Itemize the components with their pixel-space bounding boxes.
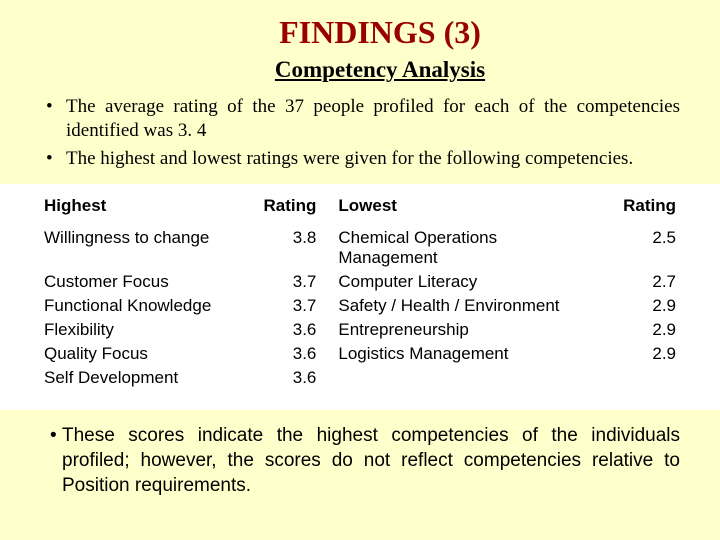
cell-lowest: Logistics Management xyxy=(334,342,603,366)
table-row: Functional Knowledge 3.7 Safety / Health… xyxy=(40,294,680,318)
cell-lowest: Safety / Health / Environment xyxy=(334,294,603,318)
table-header-row: Highest Rating Lowest Rating xyxy=(40,194,680,226)
bullet-item: The average rating of the 37 people prof… xyxy=(46,95,680,143)
cell-rating-low xyxy=(603,366,680,390)
slide-subtitle: Competency Analysis xyxy=(70,57,690,83)
bullet-icon: • xyxy=(50,424,57,449)
cell-lowest: Chemical Operations Management xyxy=(334,226,603,270)
cell-rating-low: 2.9 xyxy=(603,318,680,342)
cell-rating-high: 3.6 xyxy=(258,342,335,366)
cell-highest: Willingness to change xyxy=(40,226,258,270)
table-row: Customer Focus 3.7 Computer Literacy 2.7 xyxy=(40,270,680,294)
cell-highest: Quality Focus xyxy=(40,342,258,366)
table-row: Willingness to change 3.8 Chemical Opera… xyxy=(40,226,680,270)
cell-rating-high: 3.6 xyxy=(258,318,335,342)
col-header-lowest: Lowest xyxy=(334,194,603,226)
cell-rating-high: 3.7 xyxy=(258,270,335,294)
cell-rating-low: 2.5 xyxy=(603,226,680,270)
footer-note: • These scores indicate the highest comp… xyxy=(50,424,680,498)
competency-table: Highest Rating Lowest Rating Willingness… xyxy=(40,194,680,390)
cell-lowest: Entrepreneurship xyxy=(334,318,603,342)
cell-rating-high: 3.7 xyxy=(258,294,335,318)
col-header-highest: Highest xyxy=(40,194,258,226)
competency-table-wrap: Highest Rating Lowest Rating Willingness… xyxy=(0,184,720,410)
slide-container: FINDINGS (3) Competency Analysis The ave… xyxy=(0,0,720,540)
slide-title: FINDINGS (3) xyxy=(70,14,690,51)
col-header-rating-high: Rating xyxy=(258,194,335,226)
table-row: Self Development 3.6 xyxy=(40,366,680,390)
cell-rating-low: 2.9 xyxy=(603,342,680,366)
cell-highest: Functional Knowledge xyxy=(40,294,258,318)
cell-rating-low: 2.7 xyxy=(603,270,680,294)
cell-lowest xyxy=(334,366,603,390)
footer-note-text: These scores indicate the highest compet… xyxy=(62,425,680,495)
col-header-rating-low: Rating xyxy=(603,194,680,226)
table-row: Quality Focus 3.6 Logistics Management 2… xyxy=(40,342,680,366)
cell-rating-high: 3.6 xyxy=(258,366,335,390)
bullet-item: The highest and lowest ratings were give… xyxy=(46,147,680,171)
cell-lowest: Computer Literacy xyxy=(334,270,603,294)
top-bullet-list: The average rating of the 37 people prof… xyxy=(46,95,680,170)
table-row: Flexibility 3.6 Entrepreneurship 2.9 xyxy=(40,318,680,342)
cell-highest: Self Development xyxy=(40,366,258,390)
cell-rating-high: 3.8 xyxy=(258,226,335,270)
cell-highest: Customer Focus xyxy=(40,270,258,294)
cell-rating-low: 2.9 xyxy=(603,294,680,318)
cell-highest: Flexibility xyxy=(40,318,258,342)
